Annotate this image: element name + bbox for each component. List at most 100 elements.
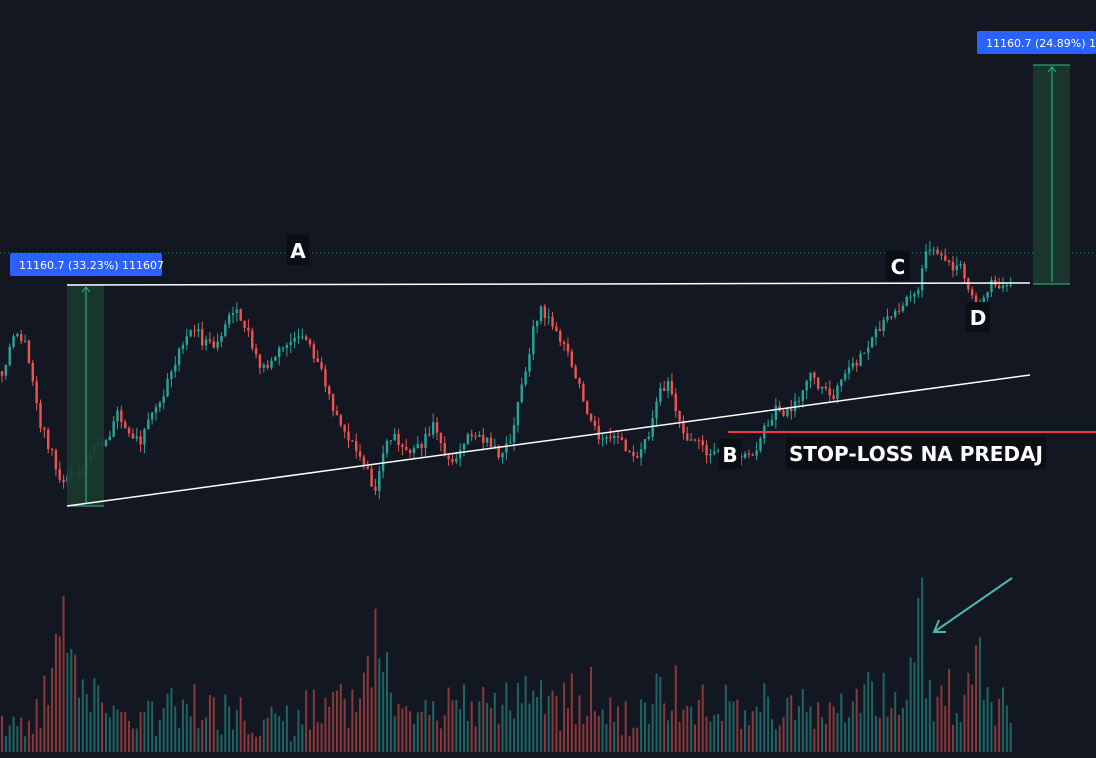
candle-body bbox=[116, 410, 119, 422]
volume-bar bbox=[378, 658, 381, 752]
volume-bar bbox=[266, 717, 269, 752]
candle-body bbox=[578, 378, 581, 384]
point-label-d-text: D bbox=[970, 306, 987, 330]
volume-bar bbox=[112, 705, 115, 752]
candle-body bbox=[851, 362, 855, 368]
candle-body bbox=[339, 415, 342, 426]
volume-bar bbox=[593, 711, 596, 752]
volume-bar bbox=[709, 721, 712, 752]
candle-body bbox=[235, 309, 239, 314]
volume-bar bbox=[809, 706, 812, 752]
volume-bar bbox=[185, 704, 188, 752]
candle-body bbox=[562, 341, 566, 344]
candle-body bbox=[524, 371, 527, 385]
candle-body bbox=[890, 316, 893, 318]
candle-body bbox=[254, 348, 258, 355]
candle-body bbox=[643, 439, 647, 450]
candle-body bbox=[901, 305, 905, 311]
volume-bar bbox=[181, 699, 184, 752]
candle-body bbox=[304, 336, 308, 340]
volume-bar bbox=[247, 734, 250, 752]
volume-bar bbox=[894, 691, 897, 752]
volume-bar bbox=[601, 709, 604, 752]
candle-body bbox=[589, 413, 593, 421]
volume-bar bbox=[794, 719, 797, 752]
volume-bar bbox=[170, 687, 173, 752]
candle-body bbox=[516, 401, 520, 426]
volume-bar bbox=[917, 598, 920, 752]
volume-bar bbox=[4, 736, 7, 752]
volume-bar bbox=[590, 667, 593, 752]
volume-bar bbox=[339, 683, 342, 752]
candle-body bbox=[505, 443, 508, 453]
volume-bar bbox=[116, 709, 119, 752]
volume-bar bbox=[489, 707, 492, 752]
volume-bar bbox=[258, 735, 261, 752]
candle-body bbox=[16, 334, 19, 337]
volume-bar bbox=[120, 711, 123, 752]
volume-bar bbox=[855, 688, 858, 752]
candle-body bbox=[501, 452, 504, 458]
volume-bar bbox=[740, 728, 743, 752]
volume-bar bbox=[220, 734, 223, 752]
volume-bar bbox=[293, 735, 296, 752]
candle-body bbox=[971, 289, 974, 296]
candle-body bbox=[455, 458, 458, 462]
volume-bar bbox=[663, 703, 666, 752]
volume-bar bbox=[455, 699, 458, 752]
candle-body bbox=[820, 386, 824, 389]
candle-body bbox=[143, 429, 146, 445]
volume-bar bbox=[47, 704, 50, 752]
volume-bar bbox=[147, 700, 150, 752]
volume-bar bbox=[813, 728, 816, 752]
volume-bar bbox=[201, 719, 204, 752]
volume-bar bbox=[497, 723, 500, 752]
candle-body bbox=[609, 436, 612, 439]
candle-body bbox=[886, 316, 889, 320]
candle-body bbox=[990, 279, 993, 293]
volume-bar bbox=[409, 711, 412, 752]
volume-bar bbox=[651, 704, 654, 752]
candle-body bbox=[778, 405, 781, 411]
candle-body bbox=[1001, 285, 1005, 289]
volume-bar bbox=[436, 720, 439, 752]
candle-body bbox=[817, 377, 820, 389]
candle-body bbox=[867, 347, 870, 353]
candle-body bbox=[905, 297, 908, 306]
candle-body bbox=[439, 432, 443, 444]
resistance-line bbox=[66, 282, 1031, 286]
candle-body bbox=[108, 436, 111, 441]
candle-body bbox=[801, 390, 804, 401]
candle-body bbox=[478, 434, 481, 437]
candle-body bbox=[597, 425, 600, 440]
volume-bar bbox=[447, 687, 450, 752]
candle-body bbox=[220, 336, 223, 342]
volume-bar bbox=[713, 715, 716, 752]
volume-bar bbox=[143, 711, 146, 752]
candle-body bbox=[797, 400, 801, 402]
volume-bar bbox=[690, 706, 693, 752]
volume-bar bbox=[670, 710, 673, 752]
volume-bar bbox=[482, 686, 485, 752]
candle-body bbox=[936, 249, 939, 254]
volume-bar bbox=[736, 699, 739, 752]
candle-body bbox=[632, 451, 635, 457]
volume-bar bbox=[871, 681, 874, 752]
volume-bar bbox=[262, 719, 265, 752]
candle-body bbox=[944, 255, 947, 261]
candle-body bbox=[855, 362, 858, 366]
volume-bar bbox=[401, 708, 404, 752]
volume-bar bbox=[20, 717, 23, 752]
volume-bar bbox=[478, 701, 481, 752]
candle-body bbox=[4, 365, 8, 376]
candle-body bbox=[62, 479, 65, 483]
volume-bar bbox=[43, 675, 46, 752]
volume-bar bbox=[74, 654, 77, 752]
volume-bar bbox=[35, 699, 38, 752]
volume-bar bbox=[582, 723, 585, 752]
candle-body bbox=[193, 330, 196, 332]
volume-bar bbox=[647, 724, 650, 752]
candle-body bbox=[177, 348, 181, 365]
candle-body bbox=[986, 292, 989, 298]
volume-bar bbox=[586, 715, 589, 752]
